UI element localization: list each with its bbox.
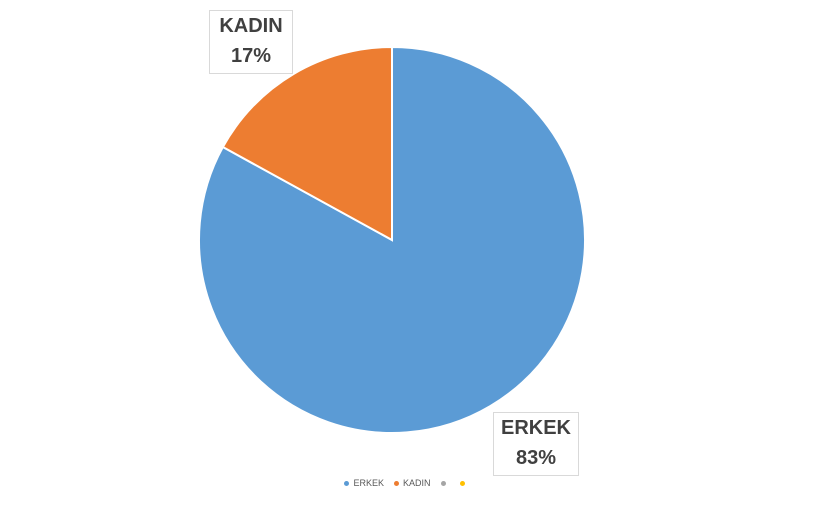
legend-item-4 [459, 480, 469, 486]
legend-swatch-3 [440, 480, 446, 486]
data-label-erkek: ERKEK 83% [493, 412, 579, 476]
data-label-kadin: KADIN 17% [209, 10, 293, 74]
legend-item-erkek: ERKEK [344, 478, 384, 488]
legend-swatch-4 [459, 480, 465, 486]
data-label-kadin-percent: 17% [230, 45, 272, 67]
legend-swatch-kadin [394, 480, 399, 486]
data-label-erkek-percent: 83% [515, 447, 557, 469]
data-label-kadin-category: KADIN [219, 15, 283, 37]
data-label-erkek-category: ERKEK [500, 417, 571, 439]
legend-item-kadin: KADIN [394, 478, 431, 488]
legend-label-kadin: KADIN [403, 478, 431, 488]
legend-label-erkek: ERKEK [353, 478, 384, 488]
legend-swatch-erkek [344, 480, 350, 486]
legend-item-3 [440, 480, 450, 486]
legend: ERKEK KADIN [0, 478, 813, 488]
pie-slice-kadin [221, 45, 393, 242]
